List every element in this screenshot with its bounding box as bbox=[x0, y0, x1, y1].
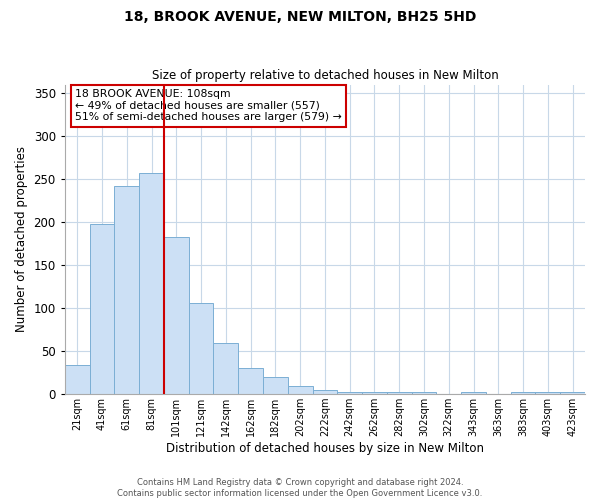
Text: Contains HM Land Registry data © Crown copyright and database right 2024.
Contai: Contains HM Land Registry data © Crown c… bbox=[118, 478, 482, 498]
Bar bbox=[288, 386, 313, 394]
Bar bbox=[238, 368, 263, 394]
Bar bbox=[511, 392, 535, 394]
Title: Size of property relative to detached houses in New Milton: Size of property relative to detached ho… bbox=[152, 69, 498, 82]
Text: 18, BROOK AVENUE, NEW MILTON, BH25 5HD: 18, BROOK AVENUE, NEW MILTON, BH25 5HD bbox=[124, 10, 476, 24]
Bar bbox=[263, 377, 288, 394]
Bar bbox=[461, 392, 486, 394]
Bar bbox=[362, 392, 387, 394]
Bar bbox=[164, 237, 188, 394]
Y-axis label: Number of detached properties: Number of detached properties bbox=[15, 146, 28, 332]
Bar bbox=[214, 342, 238, 394]
Bar bbox=[560, 392, 585, 394]
X-axis label: Distribution of detached houses by size in New Milton: Distribution of detached houses by size … bbox=[166, 442, 484, 455]
Bar bbox=[313, 390, 337, 394]
Bar bbox=[115, 186, 139, 394]
Bar bbox=[65, 365, 89, 394]
Bar bbox=[337, 392, 362, 394]
Bar bbox=[387, 392, 412, 394]
Bar bbox=[535, 392, 560, 394]
Bar bbox=[139, 173, 164, 394]
Bar bbox=[188, 303, 214, 394]
Bar bbox=[412, 392, 436, 394]
Text: 18 BROOK AVENUE: 108sqm
← 49% of detached houses are smaller (557)
51% of semi-d: 18 BROOK AVENUE: 108sqm ← 49% of detache… bbox=[75, 89, 342, 122]
Bar bbox=[89, 224, 115, 394]
